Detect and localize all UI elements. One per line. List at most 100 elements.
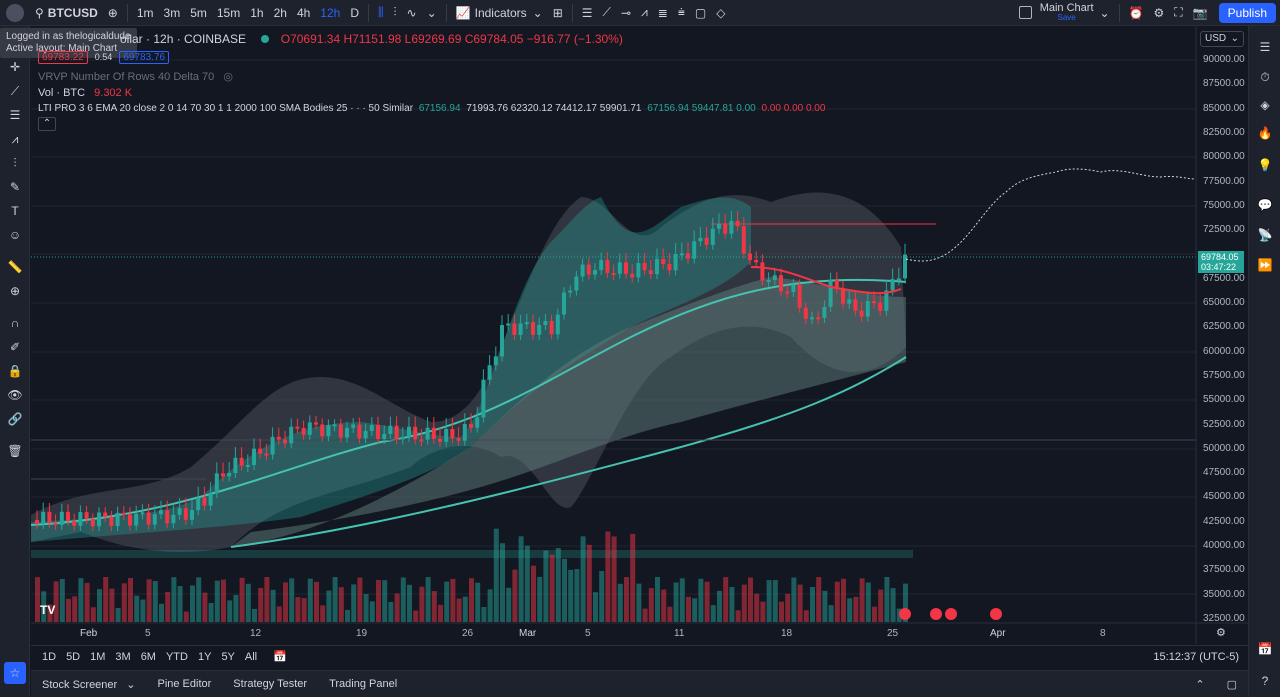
clock[interactable]: 15:12:37 (UTC-5) [1153, 650, 1239, 663]
eye-icon[interactable]: 👁 [7, 388, 23, 402]
range-1y[interactable]: 1Y [197, 650, 212, 663]
tf-1h[interactable]: 1h [250, 5, 264, 20]
trendline-icon[interactable]: ⟋ [602, 5, 611, 19]
candle [865, 301, 870, 317]
volume-bar [890, 588, 896, 622]
range-5d[interactable]: 5D [66, 650, 81, 663]
price-chart[interactable]: TV [31, 27, 1248, 644]
axis-settings-icon[interactable]: ⚙ [1216, 627, 1226, 639]
tab-trading-panel[interactable]: Trading Panel [329, 678, 398, 690]
tab-stock-screener[interactable]: Stock Screener ⌄ [31, 678, 146, 691]
range-3m[interactable]: 3M [115, 650, 131, 663]
range-1m[interactable]: 1M [90, 650, 106, 663]
volume-bar [233, 594, 239, 622]
shape-icon[interactable]: ◇ [716, 5, 726, 20]
fib-icon[interactable]: ≣ [657, 5, 668, 20]
camera-icon[interactable]: 📷 [1192, 5, 1208, 20]
alerts-clock-icon[interactable]: ⏱ [1260, 69, 1270, 84]
currency-select[interactable]: USD ⌄ [1200, 31, 1244, 47]
crosshair-icon[interactable]: ✛ [9, 60, 21, 74]
tf-12h[interactable]: 12h [320, 5, 341, 20]
candles-icon[interactable]: ⫼ [378, 5, 384, 19]
ask-price[interactable]: 69783.76 [119, 51, 170, 64]
add-symbol-icon[interactable]: ⊕ [107, 5, 118, 20]
channel-icon[interactable]: ⩧ [677, 5, 685, 19]
prediction-icon[interactable]: ⫶ [13, 155, 17, 170]
tf-4h[interactable]: 4h [296, 5, 311, 20]
brush-icon[interactable]: ✎ [9, 180, 21, 194]
candle [580, 264, 585, 277]
chevron-up-icon[interactable]: ⌃ [1195, 678, 1205, 691]
tab-pine-editor[interactable]: Pine Editor [157, 678, 212, 690]
calendar-icon[interactable]: 📅 [1257, 642, 1273, 656]
chevron-down-icon[interactable]: ⌄ [426, 5, 437, 20]
tf-d[interactable]: D [350, 5, 359, 20]
tf-1m[interactable]: 1m [136, 5, 154, 20]
goto-date-icon[interactable]: 📅 [273, 651, 287, 663]
time-tick-label: 25 [887, 628, 899, 639]
volume-legend[interactable]: Vol · BTC 9.302 K [38, 87, 132, 99]
indicators-button[interactable]: 📈 Indicators ⌄ [451, 0, 548, 26]
magnet-icon[interactable]: ∩ [10, 316, 20, 330]
chat-icon[interactable]: 💬 [1257, 198, 1273, 212]
pattern-icon[interactable]: ⩘ [11, 131, 19, 146]
stay-drawing-icon[interactable]: ✐ [9, 340, 21, 354]
watchlist-icon[interactable]: ☰ [1259, 40, 1271, 54]
bid-price[interactable]: 69783.22 [38, 51, 88, 64]
help-icon[interactable]: ? [1261, 674, 1269, 688]
collapse-legend-icon[interactable]: ⌃ [38, 117, 56, 131]
maximize-icon[interactable]: ▢ [1226, 678, 1237, 691]
tf-5m[interactable]: 5m [190, 5, 207, 20]
rectangle-icon[interactable]: ▢ [694, 5, 707, 20]
range-6m[interactable]: 6M [140, 650, 156, 663]
chart-title[interactable]: ollar · 12h · COINBASE O70691.34 H71151.… [120, 32, 623, 46]
tf-15m[interactable]: 15m [216, 5, 241, 20]
avatar[interactable] [0, 0, 30, 26]
path-icon[interactable]: ⩘ [641, 5, 648, 19]
price-tick-label: 37500.00 [1203, 564, 1245, 576]
range-1d[interactable]: 1D [42, 650, 57, 663]
alert-icon[interactable]: ⏰ [1128, 5, 1144, 20]
text-icon[interactable]: T [11, 204, 19, 218]
range-all[interactable]: All [244, 650, 258, 663]
tf-3m[interactable]: 3m [163, 5, 181, 20]
hotlist-icon[interactable]: 🔥 [1257, 126, 1273, 140]
candle [611, 273, 616, 276]
forward-icon[interactable]: ⏩ [1257, 258, 1273, 272]
publish-button[interactable]: Publish [1218, 2, 1276, 23]
symbol-search[interactable]: ⚲ BTCUSD [30, 0, 103, 26]
layout-switch[interactable]: Main Chart Save ⌄ [1014, 0, 1115, 26]
zoom-in-icon[interactable]: ⊕ [9, 284, 21, 298]
horizontal-ray-icon[interactable]: ⊸ [620, 5, 632, 20]
vrvp-legend[interactable]: VRVP Number Of Rows 40 Delta 70 ◎ [38, 70, 233, 83]
volume-bar [320, 605, 326, 622]
star-icon[interactable]: ☆ [4, 662, 26, 684]
ruler-icon[interactable]: 📏 [7, 260, 23, 274]
streams-icon[interactable]: 📡 [1257, 228, 1273, 242]
bars-icon[interactable]: ⫶ [393, 5, 397, 19]
volume-bar [760, 601, 766, 622]
fullscreen-icon[interactable]: ⛶ [1174, 5, 1183, 19]
trash-icon[interactable]: 🗑 [7, 444, 23, 458]
range-5y[interactable]: 5Y [221, 650, 235, 663]
volume-bar [872, 606, 877, 622]
gear-icon[interactable]: ⚙ [1153, 5, 1165, 20]
trendline-icon[interactable]: ⟋ [10, 83, 20, 98]
volume-bar [314, 581, 319, 622]
ideas-icon[interactable]: 💡 [1257, 158, 1273, 172]
tab-strategy-tester[interactable]: Strategy Tester [233, 678, 308, 690]
layers-icon[interactable]: ◈ [1260, 98, 1270, 112]
range-ytd[interactable]: YTD [165, 650, 188, 663]
line-chart-icon[interactable]: ∿ [406, 5, 417, 20]
horizontal-lines-icon[interactable]: ☰ [581, 5, 593, 20]
tab-label: Stock Screener [42, 678, 118, 691]
fib-icon[interactable]: ☰ [9, 108, 21, 122]
lock-icon[interactable]: 🔒 [7, 364, 23, 378]
link-icon[interactable]: 🔗 [7, 412, 23, 426]
emoji-icon[interactable]: ☺ [8, 228, 22, 242]
lti-legend[interactable]: LTI PRO 3 6 EMA 20 close 2 0 14 70 30 1 … [38, 103, 825, 114]
templates-icon[interactable]: ⊞ [552, 5, 563, 20]
eye-off-icon[interactable]: ◎ [223, 71, 233, 83]
tf-2h[interactable]: 2h [273, 5, 287, 20]
price-tick-label: 55000.00 [1203, 394, 1245, 406]
